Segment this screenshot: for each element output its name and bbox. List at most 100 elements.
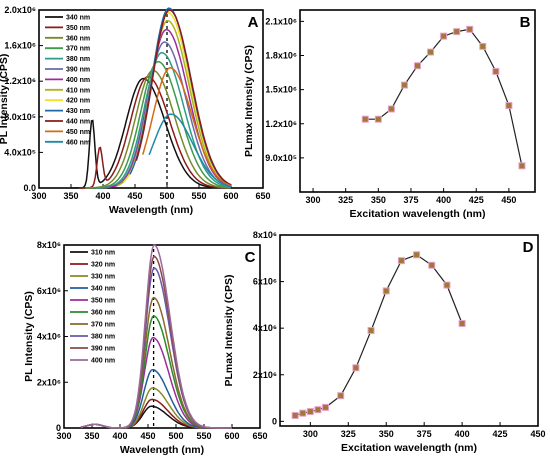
tick-label: 425 (469, 195, 484, 205)
panel-label: C (245, 249, 256, 266)
tick-label: 8.0x10⁵ (4, 112, 36, 122)
data-point (314, 406, 322, 414)
spectrum-line (80, 244, 232, 429)
spectrum-line (80, 368, 232, 429)
spectrum-line (148, 113, 232, 188)
panel-d: D 300 325 350 375 400 425 450 0 2x10⁶ 4x10⁶ 6x10⁶ 8x… (223, 230, 546, 454)
data-point (492, 67, 500, 75)
data-point (414, 62, 421, 70)
data-point (306, 408, 314, 416)
tick-label: 300 (56, 431, 71, 441)
tick-label: 450 (140, 431, 155, 441)
tick-label: 300 (306, 195, 321, 205)
tick-label: 8x10⁶ (37, 240, 61, 250)
y-axis-label: PL Intensity (CPS) (0, 54, 10, 145)
plot-frame (38, 9, 264, 189)
data-point (367, 327, 375, 334)
data-point (291, 412, 299, 420)
legend-label: 320 nm (91, 262, 115, 269)
legend-label: 410 nm (66, 87, 90, 94)
panel-b: B 300 325 350 375 400 425 450 9.0x10⁵ 1.2x10⁶ 1.5x… (243, 9, 536, 220)
legend-label: 390 nm (66, 67, 90, 74)
tick-label: 300 (303, 429, 318, 439)
legend-label: 310 nm (91, 250, 115, 257)
data-point (387, 105, 395, 113)
legend-label: 360 nm (66, 35, 90, 42)
panel-c: C 300 350 400 450 500 550 600 650 0 2x10⁶ 4x10⁶ 6x10… (23, 240, 268, 456)
data-point (413, 251, 421, 259)
legend-label: 430 nm (66, 108, 90, 115)
spectrum-line (141, 67, 232, 187)
legend-label: 460 nm (66, 139, 90, 146)
data-point (443, 281, 451, 289)
x-axis-label: Excitation wavelength (nm) (341, 442, 477, 454)
y-axis-label: PL Intensity (CPS) (23, 291, 35, 382)
y-axis-label: PLmax Intensity (CPS) (243, 45, 255, 157)
y-axis-label: PLmax Intensity (CPS) (223, 274, 235, 386)
tick-label: 6x10⁶ (37, 286, 61, 296)
data-point (427, 48, 435, 56)
tick-label: 350 (379, 429, 394, 439)
legend-label: 390 nm (91, 346, 115, 353)
tick-label: 300 (31, 191, 46, 201)
tick-label: 1.2x10⁶ (265, 119, 297, 129)
tick-label: 4x10⁶ (253, 323, 277, 333)
tick-label: 9.0x10⁵ (265, 153, 297, 163)
tick-label: 375 (403, 195, 418, 205)
plot-frame (279, 234, 539, 427)
data-point (322, 403, 330, 411)
tick-label: 600 (223, 191, 238, 201)
tick-label: 1.5x10⁶ (265, 85, 297, 95)
tick-label: 1.8x10⁶ (265, 51, 297, 61)
legend-label: 440 nm (66, 119, 90, 126)
tick-label: 400 (112, 431, 127, 441)
legend-label: 350 nm (91, 298, 115, 305)
tick-label: 450 (530, 429, 545, 439)
spectrum-line (85, 69, 231, 189)
legend-label: 380 nm (66, 56, 90, 63)
spectrum-line (80, 405, 232, 429)
panel-label: D (523, 239, 534, 256)
x-axis-label: Wavelength (nm) (120, 444, 204, 456)
legend-label: 340 nm (66, 15, 90, 22)
tick-label: 550 (196, 431, 211, 441)
legend-label: 370 nm (91, 322, 115, 329)
tick-label: 600 (224, 431, 239, 441)
spectrum-line (97, 51, 232, 189)
data-point (428, 261, 436, 269)
tick-label: 350 (63, 191, 78, 201)
data-point (453, 28, 461, 36)
legend-label: 400 nm (91, 358, 115, 365)
tick-label: 4x10⁶ (37, 332, 61, 342)
tick-label: 550 (191, 191, 206, 201)
tick-label: 0 (272, 416, 277, 426)
plot-frame (299, 9, 536, 193)
tick-label: 0.0 (23, 183, 36, 193)
tick-label: 375 (417, 429, 432, 439)
tick-label: 400 (455, 429, 470, 439)
tick-label: 350 (371, 195, 386, 205)
data-point (337, 392, 345, 400)
panel-label: B (520, 14, 531, 31)
tick-label: 2.0x10⁶ (4, 5, 36, 15)
spectrum-line (80, 398, 232, 429)
tick-label: 2.1x10⁶ (265, 16, 297, 26)
tick-label: 400 (436, 195, 451, 205)
tick-label: 6x10⁶ (253, 277, 277, 287)
data-point (400, 81, 408, 89)
data-point (440, 32, 448, 40)
tick-label: 500 (159, 191, 174, 201)
legend-label: 330 nm (91, 274, 115, 281)
legend-label: 340 nm (91, 286, 115, 293)
spectrum-line (135, 9, 232, 186)
legend-label: 450 nm (66, 129, 90, 136)
data-point (466, 25, 474, 33)
data-point (505, 102, 513, 110)
tick-label: 650 (252, 431, 267, 441)
spectrum-line (104, 41, 232, 189)
tick-label: 2x10⁶ (253, 370, 277, 380)
panel-a: A 300 350 400 450 500 550 600 650 0.0 4.0x10⁵ 8.0x1… (0, 5, 271, 216)
legend-label: 350 nm (66, 25, 90, 32)
spectrum-line (116, 20, 232, 187)
